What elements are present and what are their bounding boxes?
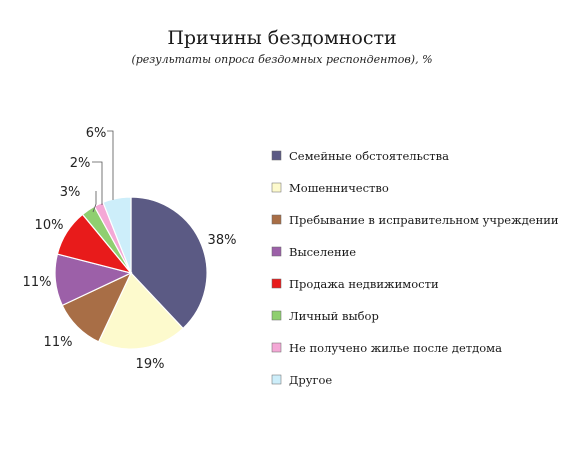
- slice-label-3: 11%: [44, 335, 73, 350]
- legend-label-1: Семейные обстоятельства: [289, 149, 449, 163]
- pie-slices: [54, 196, 208, 350]
- slice-labels: 38% 19% 11% 11% 10% 3% 2% 6%: [23, 126, 237, 372]
- leader-line-7: [92, 161, 103, 205]
- legend-swatch-3: [271, 214, 282, 225]
- legend-swatch-6: [271, 310, 282, 321]
- legend-label-3: Пребывание в исправительном учреждении: [289, 213, 559, 227]
- legend-swatch-4: [271, 246, 282, 257]
- chart-title: Причины бездомности: [167, 27, 397, 49]
- chart-subtitle: (результаты опроса бездомных респонденто…: [131, 53, 433, 66]
- slice-label-5: 10%: [35, 218, 64, 233]
- legend-label-7: Не получено жилье после детдома: [289, 341, 502, 355]
- pie-outline: [54, 196, 208, 350]
- legend-label-4: Выселение: [289, 245, 356, 259]
- legend-label-8: Другое: [289, 373, 332, 387]
- legend-swatch-8: [271, 374, 282, 385]
- slice-label-1: 38%: [208, 233, 237, 248]
- legend-swatch-7: [271, 342, 282, 353]
- legend-swatch-1: [271, 150, 282, 161]
- legend-label-6: Личный выбор: [289, 309, 379, 323]
- legend-label-5: Продажа недвижимости: [289, 277, 439, 291]
- slice-label-4: 11%: [23, 275, 52, 290]
- slice-label-6: 3%: [60, 185, 81, 200]
- legend-label-2: Мошенничество: [289, 181, 389, 195]
- legend-swatch-2: [271, 182, 282, 193]
- legend: Семейные обстоятельства Мошенничество Преб…: [271, 149, 559, 387]
- slice-label-8: 6%: [86, 126, 107, 141]
- slice-label-7: 2%: [70, 156, 91, 171]
- leader-line-8: [107, 130, 114, 200]
- legend-swatch-5: [271, 278, 282, 289]
- leader-line-6: [92, 191, 97, 213]
- slice-label-2: 19%: [136, 357, 165, 372]
- leader-lines: [92, 130, 114, 213]
